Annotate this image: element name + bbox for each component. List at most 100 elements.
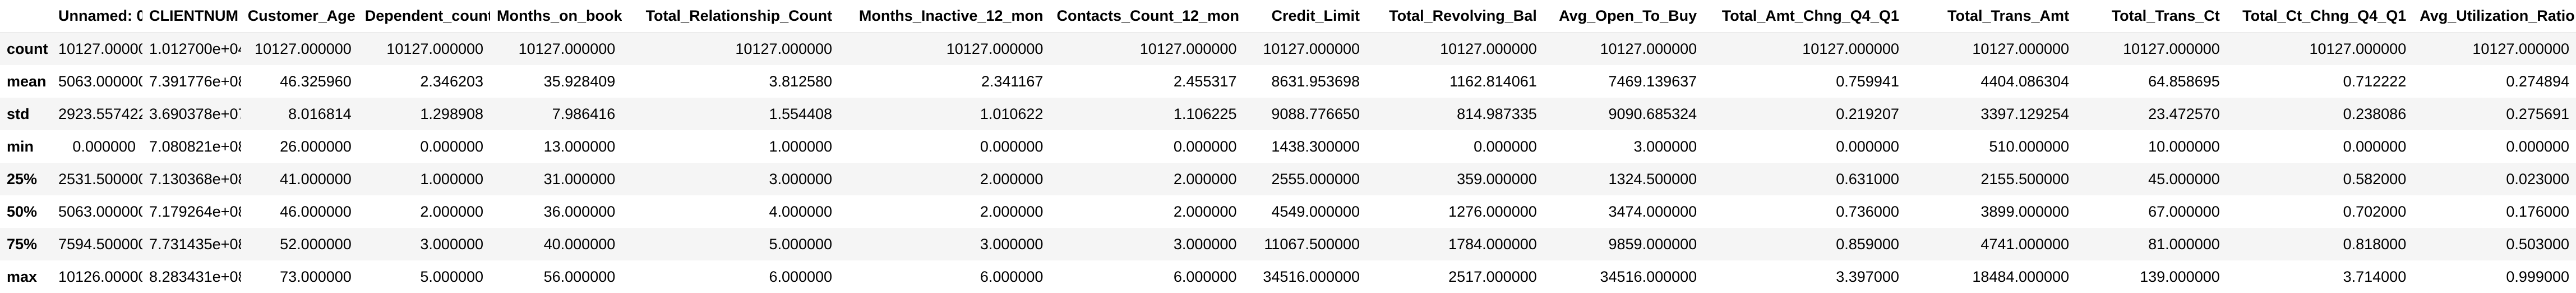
table-cell: 18484.000000 [1972, 268, 2070, 285]
row-label: std [7, 105, 30, 122]
table-cell: 7.986416 [552, 105, 616, 122]
table-cell: 10127.000000 [1972, 40, 2070, 57]
row-label: max [7, 268, 38, 285]
table-cell: 0.274894 [2506, 72, 2569, 90]
column-header: Total_Ct_Chng_Q4_Q1 [2226, 0, 2413, 33]
table-cell: 10127.000000 [58, 40, 142, 57]
table-cell: 3.000000 [980, 235, 1044, 253]
table-cell: 10127.000000 [1600, 40, 1697, 57]
table-cell: 7.731435e+08 [149, 235, 241, 253]
table-cell: 2155.500000 [1981, 170, 2070, 187]
table-cell: 0.503000 [2506, 235, 2569, 253]
table-cell: 46.325960 [280, 72, 352, 90]
table-cell: 4404.086304 [1981, 72, 2070, 90]
table-cell: 2531.500000 [58, 170, 143, 187]
table-cell: 10127.000000 [1263, 40, 1360, 57]
table-row: std 2923.557422 3.690378e+07 8.016814 1.2989… [0, 98, 2576, 130]
table-cell: 34516.000000 [1600, 268, 1697, 285]
table-cell: 5.000000 [769, 235, 833, 253]
row-label: 75% [7, 235, 38, 253]
table-cell: 10127.000000 [1802, 40, 1899, 57]
table-cell: 73.000000 [280, 268, 352, 285]
row-label: min [7, 138, 34, 155]
table-cell: 10127.000000 [1139, 40, 1237, 57]
table-cell: 5063.000000 [58, 203, 143, 220]
table-cell: 9859.000000 [1608, 235, 1697, 253]
table-cell: 0.000000 [420, 138, 484, 155]
table-cell: 3474.000000 [1608, 203, 1697, 220]
table-cell: 3.397000 [1836, 268, 1899, 285]
table-cell: 0.176000 [2506, 203, 2569, 220]
table-cell: 0.238086 [2343, 105, 2407, 122]
table-cell: 1.554408 [769, 105, 833, 122]
table-cell: 5063.000000 [58, 72, 143, 90]
table-cell: 64.858695 [2148, 72, 2220, 90]
table-row: count 10127.000000 1.012700e+04 10127.00000… [0, 33, 2576, 65]
table-cell: 7.080821e+08 [149, 138, 241, 155]
table-cell: 1276.000000 [1448, 203, 1537, 220]
header-row: Unnamed: 0 CLIENTNUM Customer_Age Dependent… [0, 0, 2576, 33]
table-cell: 0.000000 [1474, 138, 1537, 155]
table-cell: 1.000000 [769, 138, 833, 155]
table-cell: 1.010622 [980, 105, 1044, 122]
table-cell: 0.000000 [2506, 138, 2569, 155]
table-cell: 3.690378e+07 [149, 105, 241, 122]
table-row: 75% 7594.500000 7.731435e+08 52.000000 3.000… [0, 228, 2576, 260]
table-cell: 7.179264e+08 [149, 203, 241, 220]
table-cell: 3.714000 [2343, 268, 2407, 285]
table-cell: 3.000000 [420, 235, 484, 253]
table-cell: 2.000000 [420, 203, 484, 220]
table-cell: 10127.000000 [735, 40, 833, 57]
table-cell: 31.000000 [543, 170, 616, 187]
table-cell: 40.000000 [543, 235, 616, 253]
table-header: Unnamed: 0 CLIENTNUM Customer_Age Dependent… [0, 0, 2576, 33]
table-cell: 10127.000000 [2472, 40, 2569, 57]
column-header: Months_Inactive_12_mon [839, 0, 1050, 33]
column-header: CLIENTNUM [142, 0, 241, 33]
table-cell: 3.000000 [1173, 235, 1237, 253]
table-cell: 0.000000 [72, 138, 136, 155]
table-cell: 7.130368e+08 [149, 170, 241, 187]
table-row: max 10126.000000 8.283431e+08 73.000000 5.00… [0, 260, 2576, 293]
table-cell: 10127.000000 [2123, 40, 2220, 57]
table-cell: 2.000000 [1173, 203, 1237, 220]
table-cell: 8.016814 [288, 105, 352, 122]
table-cell: 52.000000 [280, 235, 352, 253]
table-cell: 0.023000 [2506, 170, 2569, 187]
table-row: 25% 2531.500000 7.130368e+08 41.000000 1.000… [0, 163, 2576, 195]
table-cell: 26.000000 [280, 138, 352, 155]
table-row: mean 5063.000000 7.391776e+08 46.325960 2.34… [0, 65, 2576, 98]
row-label: 25% [7, 170, 38, 187]
column-header: Total_Relationship_Count [622, 0, 839, 33]
table-cell: 2517.000000 [1448, 268, 1537, 285]
table-cell: 10127.000000 [946, 40, 1044, 57]
table-cell: 3.000000 [769, 170, 833, 187]
table-body: count 10127.000000 1.012700e+04 10127.00000… [0, 33, 2576, 293]
table-cell: 3.812580 [769, 72, 833, 90]
table-cell: 56.000000 [543, 268, 616, 285]
table-cell: 0.219207 [1836, 105, 1899, 122]
table-cell: 9088.776650 [1271, 105, 1360, 122]
table-cell: 0.000000 [2343, 138, 2407, 155]
table-cell: 1.000000 [420, 170, 484, 187]
table-cell: 2923.557422 [58, 105, 143, 122]
table-cell: 10127.000000 [2309, 40, 2407, 57]
table-cell: 11067.500000 [1264, 235, 1360, 253]
table-cell: 0.759941 [1836, 72, 1899, 90]
table-cell: 1.106225 [1173, 105, 1237, 122]
table-cell: 10127.000000 [518, 40, 616, 57]
table-cell: 1784.000000 [1448, 235, 1537, 253]
table-cell: 0.712222 [2343, 72, 2407, 90]
column-header: Credit_Limit [1243, 0, 1367, 33]
table-cell: 7.391776e+08 [149, 72, 241, 90]
table-cell: 35.928409 [543, 72, 616, 90]
table-cell: 2.000000 [980, 170, 1044, 187]
table-cell: 1162.814061 [1449, 72, 1537, 90]
table-cell: 34516.000000 [1263, 268, 1360, 285]
table-cell: 45.000000 [2148, 170, 2220, 187]
table-cell: 10127.000000 [1440, 40, 1537, 57]
table-cell: 3397.129254 [1981, 105, 2070, 122]
column-header: Contacts_Count_12_mon [1050, 0, 1244, 33]
row-label: mean [7, 72, 47, 90]
